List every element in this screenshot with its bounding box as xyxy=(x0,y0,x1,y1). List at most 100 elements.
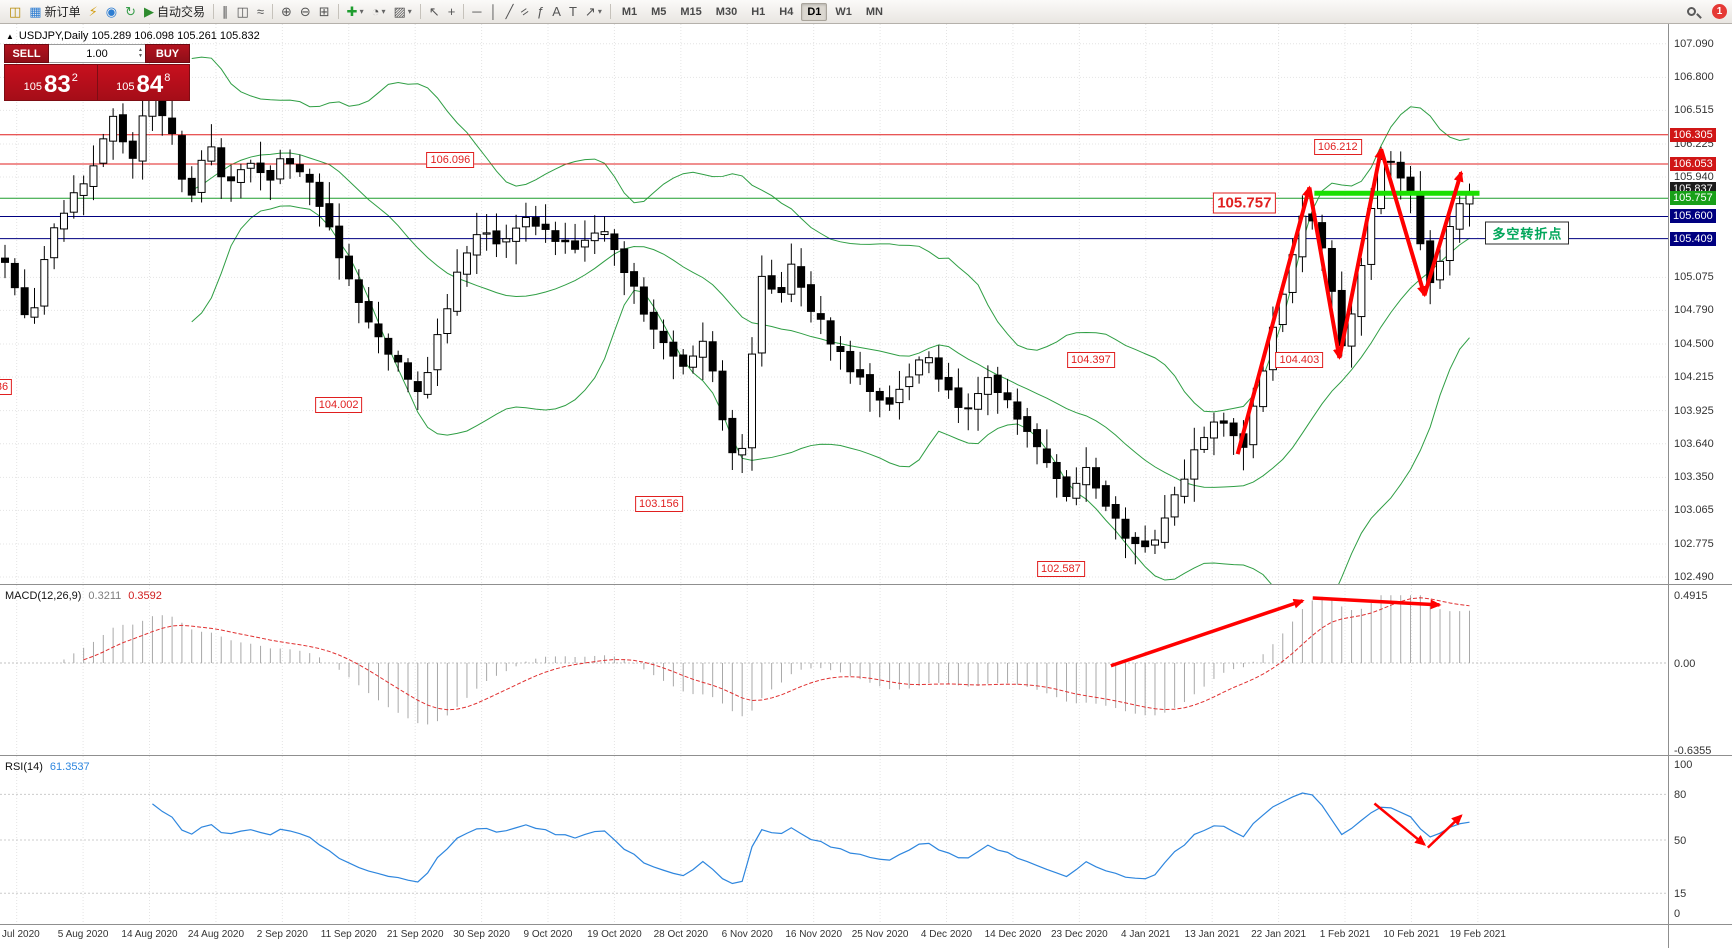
volume-input[interactable]: 1.00 ▲ ▼ xyxy=(49,44,145,63)
line-chart-icon: ≈ xyxy=(256,3,264,19)
price-callout-label[interactable]: 106.096 xyxy=(426,151,475,168)
text-tool[interactable]: A xyxy=(548,2,565,22)
timeframe-w1[interactable]: W1 xyxy=(835,5,852,18)
macd-indicator-label: MACD(12,26,9) 0.3211 0.3592 xyxy=(5,590,162,602)
collapse-triangle-icon[interactable]: ▲ xyxy=(6,31,14,41)
time-axis-label: 30 Sep 2020 xyxy=(453,929,510,940)
price-axis-tick: 103.350 xyxy=(1674,471,1714,484)
zoom-in[interactable]: ⊕ xyxy=(277,2,296,22)
macd-name: MACD(12,26,9) xyxy=(5,590,82,602)
period-dropdown-dropdown-icon: ▾ xyxy=(381,7,386,16)
timeframe-m5[interactable]: M5 xyxy=(651,5,667,18)
annotation-turning-point[interactable]: 多空转折点 xyxy=(1485,221,1570,245)
rsi-indicator-label: RSI(14) 61.3537 xyxy=(5,761,90,773)
price-callout-label[interactable]: 104.397 xyxy=(1066,352,1115,369)
chart-window[interactable]: ▲ USDJPY,Daily 105.289 106.098 105.261 1… xyxy=(0,24,1732,948)
timeframe-d1[interactable]: D1 xyxy=(801,2,828,21)
crosshair[interactable]: + xyxy=(444,2,460,22)
fibonacci-tool-icon: ƒ xyxy=(537,3,545,19)
toolbar-separator xyxy=(337,4,339,19)
timeframe-h1[interactable]: H1 xyxy=(751,5,766,18)
tile-windows[interactable]: ⊞ xyxy=(315,2,334,22)
magnifier-handle-icon xyxy=(1696,13,1702,19)
price-callout-label[interactable]: 36 xyxy=(0,378,13,395)
timeframe-m15[interactable]: M15 xyxy=(680,5,702,18)
rsi-axis-tick: 80 xyxy=(1674,789,1687,801)
bar-chart[interactable]: ∥ xyxy=(218,2,233,22)
price-pane-plot[interactable] xyxy=(0,24,1668,584)
time-axis-label: 23 Dec 2020 xyxy=(1050,929,1108,940)
buy-button[interactable]: BUY xyxy=(145,44,190,63)
template-dropdown[interactable]: ▨ ▾ xyxy=(389,2,415,22)
price-callout-label[interactable]: 102.587 xyxy=(1036,560,1085,577)
line-chart[interactable]: ≈ xyxy=(253,2,268,22)
refresh[interactable]: ↻ xyxy=(121,2,140,22)
horizontal-line-tool[interactable]: ─ xyxy=(468,2,485,22)
volume-spinner[interactable]: ▲ ▼ xyxy=(138,47,143,59)
bid-prefix: 105 xyxy=(23,81,43,93)
trendline-tool[interactable]: ╱ xyxy=(502,2,518,22)
add-indicator-dropdown-icon: ▾ xyxy=(359,7,364,16)
pane-separator[interactable] xyxy=(0,755,1732,756)
rsi-value: 61.3537 xyxy=(49,761,90,773)
text-tool-icon: A xyxy=(552,3,561,19)
rsi-pane-plot[interactable] xyxy=(0,756,1668,924)
charts-window-icon: ◫ xyxy=(9,3,22,19)
arrow-objects[interactable]: ↗ ▾ xyxy=(581,2,606,22)
vertical-line-tool[interactable]: │ xyxy=(486,2,502,22)
volume-value: 1.00 xyxy=(86,47,108,60)
search-icon[interactable] xyxy=(1683,2,1706,22)
price-callout-label[interactable]: 104.403 xyxy=(1275,352,1324,369)
timeframe-h4[interactable]: H4 xyxy=(779,5,794,18)
macd-value-main: 0.3211 xyxy=(88,590,122,602)
add-indicator[interactable]: ✚ ▾ xyxy=(343,2,368,22)
timeframe-mn[interactable]: MN xyxy=(865,5,883,18)
macd-axis-tick: 0.4915 xyxy=(1674,590,1708,602)
timeframe-m30[interactable]: M30 xyxy=(715,5,738,18)
time-axis-label: 21 Sep 2020 xyxy=(386,929,444,940)
bar-chart-icon: ∥ xyxy=(222,3,229,19)
cursor-icon: ↖ xyxy=(428,3,440,19)
autotrading[interactable]: ▶ 自动交易 xyxy=(140,2,209,22)
time-axis-label: 7 Jul 2020 xyxy=(0,929,40,940)
pane-separator[interactable] xyxy=(0,924,1732,925)
market-watch[interactable]: ◉ xyxy=(102,2,121,22)
notification-badge[interactable]: 1 xyxy=(1712,4,1727,19)
sell-button[interactable]: SELL xyxy=(4,44,49,63)
template-dropdown-dropdown-icon: ▾ xyxy=(407,7,412,16)
bid-price[interactable]: 105 83 2 xyxy=(5,65,97,100)
cursor[interactable]: ↖ xyxy=(425,2,444,22)
timeframe-m1[interactable]: M1 xyxy=(621,5,638,18)
price-callout-label[interactable]: 105.757 xyxy=(1213,192,1276,214)
price-callout-label[interactable]: 106.212 xyxy=(1313,138,1362,155)
candlestick-chart[interactable]: ◫ xyxy=(233,2,253,22)
trendline-tool-icon: ╱ xyxy=(505,3,514,19)
period-dropdown-icon: ◔ xyxy=(371,3,380,19)
rsi-axis-tick: 15 xyxy=(1674,888,1687,900)
zoom-out[interactable]: ⊖ xyxy=(296,2,315,22)
chart-profiles-icon: ⚡ xyxy=(88,3,98,19)
price-axis-badge: 106.305 xyxy=(1670,127,1716,142)
spin-down-icon[interactable]: ▼ xyxy=(138,53,143,59)
toolbar-separator xyxy=(609,4,611,19)
time-axis-label: 19 Feb 2021 xyxy=(1449,929,1506,940)
price-callout-label[interactable]: 104.002 xyxy=(314,397,363,414)
text-label-tool[interactable]: T xyxy=(565,2,581,22)
crosshair-icon: + xyxy=(447,3,456,19)
price-callout-label[interactable]: 103.156 xyxy=(634,496,683,512)
channel-tool[interactable]: = xyxy=(517,2,533,22)
vertical-line-tool-icon: │ xyxy=(489,3,498,19)
period-dropdown[interactable]: ◔ ▾ xyxy=(368,2,390,22)
chart-profiles[interactable]: ⚡ xyxy=(85,2,102,22)
new-order[interactable]: ▦ 新订单 xyxy=(25,2,84,22)
macd-value-signal: 0.3592 xyxy=(128,590,162,602)
spin-up-icon[interactable]: ▲ xyxy=(138,47,143,53)
fibonacci-tool[interactable]: ƒ xyxy=(533,2,548,22)
pane-separator[interactable] xyxy=(0,584,1732,585)
ask-point: 8 xyxy=(164,72,171,84)
price-axis-badge: 106.053 xyxy=(1670,156,1716,171)
macd-pane-plot[interactable] xyxy=(0,585,1668,755)
charts-window[interactable]: ◫ xyxy=(5,2,25,22)
tile-windows-icon: ⊞ xyxy=(318,3,330,19)
ask-price[interactable]: 105 84 8 xyxy=(97,65,189,100)
